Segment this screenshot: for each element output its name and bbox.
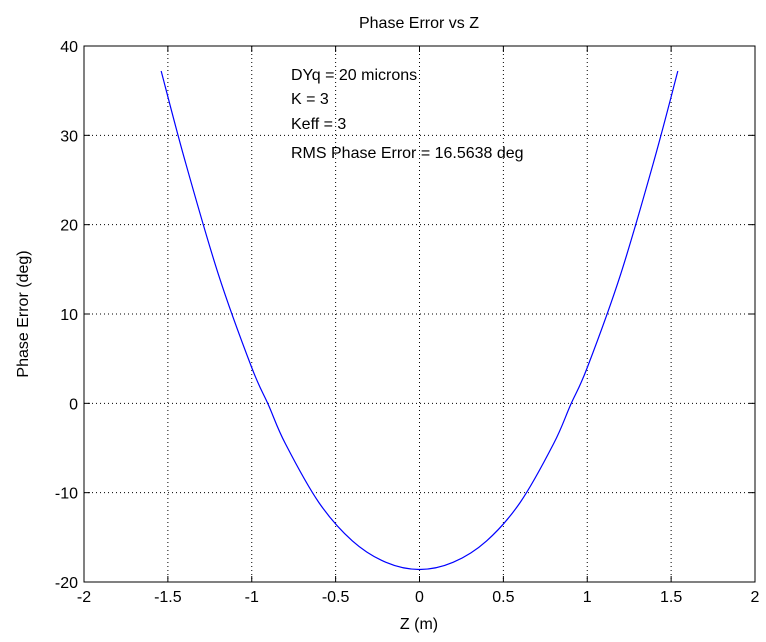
y-tick-label: 0 (69, 396, 78, 413)
x-axis-label: Z (m) (400, 616, 438, 633)
x-tick-label: 2 (751, 589, 760, 606)
annotation-rms: RMS Phase Error = 16.5638 deg (291, 145, 524, 162)
y-axis-label: Phase Error (deg) (15, 250, 32, 377)
x-tick-label: 1.5 (660, 589, 682, 606)
annotation-keff: Keff = 3 (291, 116, 346, 133)
x-tick-label: -0.5 (322, 589, 350, 606)
x-tick-label: -1.5 (154, 589, 182, 606)
y-tick-label: 30 (60, 128, 78, 145)
y-tick-label: -20 (55, 575, 78, 592)
grid-layer (84, 46, 755, 582)
annotation-block: DYq = 20 microns K = 3 Keff = 3 RMS Phas… (291, 67, 524, 162)
annotation-k: K = 3 (291, 91, 329, 108)
series-line-0 (160, 70, 679, 571)
chart-title: Phase Error vs Z (359, 15, 479, 32)
annotation-dyq: DYq = 20 microns (291, 67, 417, 84)
y-tick-label: 10 (60, 307, 78, 324)
y-tick-label: 20 (60, 218, 78, 235)
y-tick-label: -10 (55, 486, 78, 503)
x-tick-label: 0 (415, 589, 424, 606)
x-tick-label: -1 (245, 589, 259, 606)
series-layer (160, 70, 679, 571)
tick-layer: -2 -1.5 -1 -0.5 0 0.5 1 1.5 2 -20 -10 0 10 20 30 40 (55, 39, 760, 606)
x-tick-label: 0.5 (492, 589, 514, 606)
y-tick-label: 40 (60, 39, 78, 56)
x-tick-label: -2 (77, 589, 91, 606)
x-tick-label: 1 (583, 589, 592, 606)
